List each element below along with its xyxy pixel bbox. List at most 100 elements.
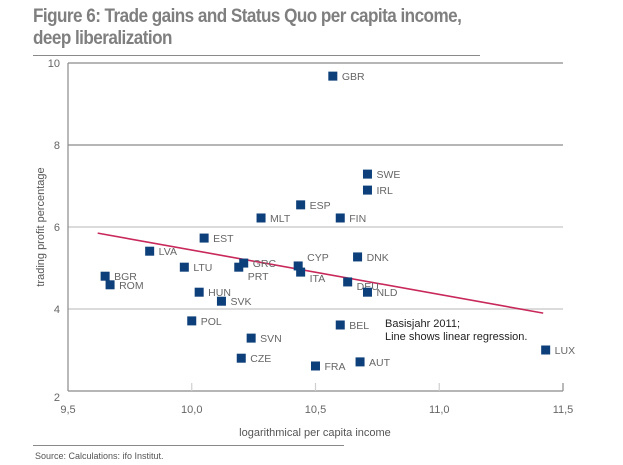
gridlines <box>68 62 563 310</box>
point-label: FIN <box>349 213 366 225</box>
x-tick-label: 10,5 <box>305 404 326 416</box>
y-tick-label: 10 <box>48 58 60 70</box>
point-marker <box>296 200 306 210</box>
data-point-cyp: CYP <box>293 252 329 271</box>
source-note: Source: Calculations: ifo Institut. <box>35 451 164 461</box>
point-label: FRA <box>325 361 346 373</box>
point-marker <box>216 296 226 306</box>
x-tick-label: 9,5 <box>60 404 75 416</box>
data-point-bel: BEL <box>335 320 369 332</box>
point-marker <box>343 277 353 287</box>
point-label: BGR <box>114 271 137 283</box>
point-label: POL <box>201 316 222 328</box>
point-label: GRC <box>253 258 277 270</box>
tick-labels: 9,5 10,0 10,5 11,0 11,5 2 4 6 8 10 <box>48 58 574 416</box>
point-label: PRT <box>248 271 269 283</box>
y-axis-title: trading profit percentage <box>35 167 47 286</box>
x-tick-label: 11,0 <box>429 404 450 416</box>
data-point-svk: SVK <box>216 296 251 308</box>
title-divider <box>33 55 480 56</box>
point-label: CYP <box>307 252 329 264</box>
point-marker <box>100 271 110 281</box>
data-point-fin: FIN <box>335 213 366 225</box>
point-marker <box>256 213 266 223</box>
data-point-rom: ROM <box>105 280 144 292</box>
point-label: SVN <box>260 333 282 345</box>
point-label: CZE <box>250 353 271 365</box>
point-marker <box>187 316 197 326</box>
data-point-svn: SVN <box>246 333 282 345</box>
point-marker <box>355 357 365 367</box>
data-point-deu: DEU <box>343 277 379 293</box>
footer-divider <box>33 445 344 446</box>
y-tick-label: 8 <box>54 140 60 152</box>
point-label: HUN <box>208 287 231 299</box>
point-label: AUT <box>369 357 391 369</box>
data-point-esp: ESP <box>296 200 331 212</box>
point-marker <box>311 361 320 371</box>
point-marker <box>246 333 256 343</box>
point-marker <box>335 213 345 223</box>
point-label: LTU <box>193 262 212 274</box>
point-marker <box>362 185 372 195</box>
point-label: GBR <box>342 71 365 83</box>
point-label: DNK <box>367 252 389 264</box>
point-marker <box>199 233 209 243</box>
data-point-est: EST <box>199 233 234 245</box>
data-point-grc: GRC <box>239 258 276 270</box>
figure-title: Figure 6: Trade gains and Status Quo per… <box>33 6 462 49</box>
point-marker <box>362 287 372 297</box>
point-label: IRL <box>376 185 393 197</box>
point-label: ESP <box>310 200 331 212</box>
annotation-line-1: Basisjahr 2011; <box>385 318 460 330</box>
data-point-hun: HUN <box>194 287 231 299</box>
data-point-pol: POL <box>187 316 222 328</box>
point-marker <box>179 262 189 272</box>
point-label: SVK <box>230 296 251 308</box>
x-tick-label: 10,0 <box>181 404 202 416</box>
data-point-gbr: GBR <box>328 71 365 83</box>
y-tick-label: 4 <box>54 304 60 316</box>
point-marker <box>541 345 551 355</box>
point-marker <box>236 353 246 363</box>
point-marker <box>105 280 115 290</box>
point-marker <box>353 252 363 262</box>
point-marker <box>328 71 338 81</box>
point-marker <box>234 262 244 272</box>
data-point-prt: PRT <box>234 262 269 283</box>
data-point-cze: CZE <box>236 353 271 365</box>
data-point-ltu: LTU <box>179 262 212 274</box>
data-point-dnk: DNK <box>353 252 389 264</box>
y-tick-label: 2 <box>54 392 60 404</box>
data-points: GBR SWE IRL ESP MLT FIN EST LVA DNK GRC CYP PRT LTU I… <box>100 71 575 373</box>
data-point-swe: SWE <box>362 169 400 181</box>
point-label: EST <box>213 233 234 245</box>
x-tick-label: 11,5 <box>553 404 574 416</box>
point-label: NLD <box>376 287 397 299</box>
point-marker <box>362 169 372 179</box>
x-axis-title: logarithmical per capita income <box>239 427 391 439</box>
axes <box>67 63 564 392</box>
point-marker <box>239 258 249 268</box>
point-label: SWE <box>376 169 400 181</box>
point-marker <box>194 287 204 297</box>
point-marker <box>296 267 306 277</box>
data-point-ita: ITA <box>296 267 326 285</box>
point-label: BEL <box>349 320 369 332</box>
annotation-line-2: Line shows linear regression. <box>385 331 527 343</box>
data-point-irl: IRL <box>362 185 393 197</box>
point-marker <box>293 261 303 271</box>
point-label: ITA <box>310 273 326 285</box>
point-label: LVA <box>159 246 177 258</box>
data-point-bgr: BGR <box>100 271 137 283</box>
point-label: LUX <box>555 345 575 357</box>
point-marker <box>335 320 345 330</box>
point-marker <box>145 246 155 256</box>
data-point-mlt: MLT <box>256 213 291 225</box>
data-point-lva: LVA <box>145 246 177 258</box>
data-point-fra: FRA <box>311 361 346 373</box>
data-point-lux: LUX <box>541 345 575 357</box>
data-point-nld: NLD <box>362 287 398 299</box>
data-point-aut: AUT <box>355 357 391 369</box>
